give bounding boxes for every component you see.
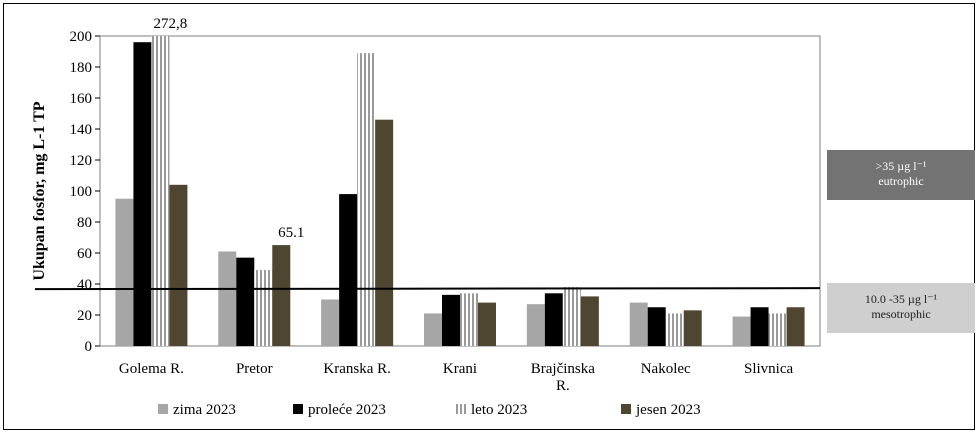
legend-swatch	[621, 404, 631, 414]
legend-swatch	[293, 404, 303, 414]
bar	[339, 194, 358, 346]
bar	[460, 293, 478, 346]
bar	[236, 257, 255, 346]
y-tick-label: 60	[77, 246, 92, 262]
eutrophic-box: >35 µg l⁻¹ eutrophic	[827, 150, 975, 200]
eutrophic-threshold: >35 µg l⁻¹	[875, 159, 927, 173]
mesotrophic-threshold: 10.0 -35 µg l⁻¹	[864, 292, 938, 306]
bar	[750, 307, 769, 346]
mesotrophic-box: 10.0 -35 µg l⁻¹ mesotrophic	[827, 283, 975, 333]
y-tick-label: 0	[85, 339, 93, 355]
bar	[562, 287, 581, 346]
mesotrophic-label: mesotrophic	[871, 307, 931, 321]
eutrophic-label: eutrophic	[878, 174, 924, 188]
bar	[768, 313, 787, 346]
x-tick-label: R.	[556, 378, 570, 394]
bar	[169, 184, 188, 346]
bar	[732, 316, 751, 346]
bar	[442, 294, 460, 346]
bar	[665, 313, 684, 346]
x-tick-label: Brajčinska	[531, 361, 595, 377]
bar	[218, 251, 237, 346]
y-tick-label: 80	[77, 215, 92, 231]
bar	[357, 53, 376, 347]
bar	[151, 36, 170, 346]
bar	[629, 302, 648, 346]
x-tick-label: Slivnica	[744, 361, 794, 377]
bar	[580, 296, 599, 346]
x-tick-label: Golema R.	[119, 361, 184, 377]
y-tick-label: 160	[70, 91, 93, 107]
bar	[254, 270, 273, 346]
x-tick-label: Krani	[443, 361, 477, 377]
bar	[115, 198, 134, 346]
bar	[272, 245, 291, 346]
bar	[544, 293, 563, 346]
y-tick-label: 180	[70, 60, 93, 76]
figure-frame	[3, 3, 975, 430]
y-axis-title: Ukupan fosfor, mg L-1 TP	[31, 101, 48, 280]
data-label: 65.1	[278, 225, 304, 241]
bar	[683, 310, 702, 346]
bar	[375, 119, 394, 346]
y-tick-label: 200	[70, 29, 93, 45]
bar	[321, 299, 340, 346]
y-tick-label: 40	[77, 277, 92, 293]
bar	[133, 42, 152, 346]
bar	[424, 313, 442, 346]
x-tick-label: Pretor	[236, 361, 273, 377]
reference-line	[34, 287, 821, 291]
x-tick-label: Kranska R.	[323, 361, 391, 377]
legend-swatch	[158, 404, 168, 414]
data-label: 272,8	[154, 16, 188, 32]
x-tick-label: Nakolec	[641, 361, 691, 377]
y-tick-label: 120	[70, 153, 93, 169]
bar	[526, 304, 545, 346]
bar	[786, 307, 805, 346]
y-tick-label: 20	[77, 308, 92, 324]
legend-label: jesen 2023	[635, 402, 701, 418]
bar	[478, 302, 496, 346]
legend-label: proleće 2023	[308, 402, 386, 418]
legend-swatch	[456, 404, 466, 414]
legend-label: leto 2023	[471, 402, 527, 418]
bar	[647, 307, 666, 346]
y-tick-label: 100	[70, 184, 93, 200]
y-tick-label: 140	[70, 122, 93, 138]
legend-label: zima 2023	[173, 402, 236, 418]
